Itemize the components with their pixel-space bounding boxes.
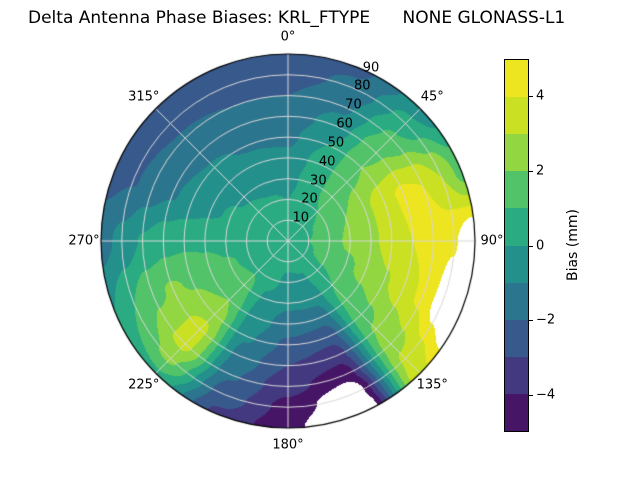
radial-tick-label: 80 xyxy=(353,78,371,94)
theta-tick-label: 225° xyxy=(128,377,160,393)
colorbar-axis-label: Bias (mm) xyxy=(565,208,581,282)
colorbar-band xyxy=(505,171,528,209)
theta-tick-label: 180° xyxy=(272,437,304,453)
colorbar-band xyxy=(505,282,528,320)
colorbar-gradient xyxy=(505,60,528,431)
radial-tick-label: 70 xyxy=(345,97,362,113)
radial-tick-label: 30 xyxy=(310,173,327,188)
radial-tick-label: 60 xyxy=(336,116,353,132)
colorbar-tick-label: 4 xyxy=(536,88,545,104)
theta-tick-label: 315° xyxy=(128,89,160,105)
radial-tick-label: 40 xyxy=(318,154,336,170)
colorbar-band xyxy=(505,393,528,431)
colorbar-tick-mark xyxy=(529,394,533,396)
colorbar-tick-mark xyxy=(529,320,533,322)
colorbar-tick-mark xyxy=(529,96,533,98)
colorbar-tick-mark xyxy=(529,170,533,172)
theta-tick-label: 135° xyxy=(416,377,448,393)
radial-tick-label: 10 xyxy=(292,210,310,226)
colorbar xyxy=(504,59,529,432)
colorbar-tick-label: −4 xyxy=(536,387,556,403)
radial-tick-label: 50 xyxy=(327,135,345,151)
radial-tick-label: 20 xyxy=(301,191,318,207)
colorbar-tick-label: 2 xyxy=(536,163,545,179)
polar-contour-plot xyxy=(98,51,478,431)
colorbar-tick-mark xyxy=(529,245,533,247)
colorbar-tick-label: −2 xyxy=(536,312,556,328)
radial-tick-label: 90 xyxy=(362,60,380,76)
colorbar-band xyxy=(505,208,528,246)
theta-tick-label: 0° xyxy=(280,29,296,45)
theta-tick-label: 45° xyxy=(420,89,444,105)
chart-title: Delta Antenna Phase Biases: KRL_FTYPE NO… xyxy=(28,8,566,28)
theta-tick-label: 90° xyxy=(480,233,504,249)
colorbar-band xyxy=(505,245,528,283)
colorbar-band xyxy=(505,134,528,172)
colorbar-band xyxy=(505,97,528,135)
colorbar-tick-label: 0 xyxy=(536,238,545,253)
colorbar-band xyxy=(505,60,528,98)
colorbar-band xyxy=(505,356,528,394)
theta-tick-label: 270° xyxy=(68,233,100,249)
colorbar-band xyxy=(505,319,528,357)
